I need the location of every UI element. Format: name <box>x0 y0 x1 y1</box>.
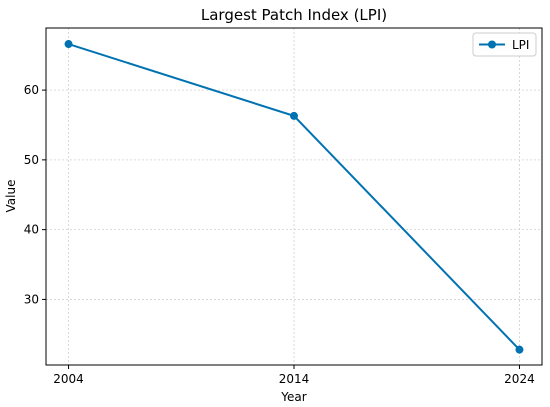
gridlines <box>46 28 542 365</box>
chart-title: Largest Patch Index (LPI) <box>201 6 387 24</box>
data-point-lpi <box>515 345 524 354</box>
y-tick-label: 50 <box>24 153 39 167</box>
y-tick-label: 30 <box>24 292 39 306</box>
legend-swatch-marker <box>488 40 496 49</box>
axis-ticks: 2004 2014 2024 30 40 50 60 <box>24 83 535 386</box>
x-axis-label: Year <box>280 390 306 404</box>
x-tick-label: 2024 <box>504 372 535 386</box>
y-axis-label: Value <box>4 180 18 213</box>
x-tick-label: 2004 <box>53 372 84 386</box>
data-point-lpi <box>64 40 73 49</box>
legend: LPI <box>472 32 537 57</box>
series-group <box>64 40 524 354</box>
y-tick-label: 40 <box>24 223 39 237</box>
data-point-lpi <box>290 111 298 120</box>
y-tick-label: 60 <box>24 83 39 97</box>
x-tick-label: 2014 <box>279 372 310 386</box>
legend-label-lpi: LPI <box>512 38 529 52</box>
